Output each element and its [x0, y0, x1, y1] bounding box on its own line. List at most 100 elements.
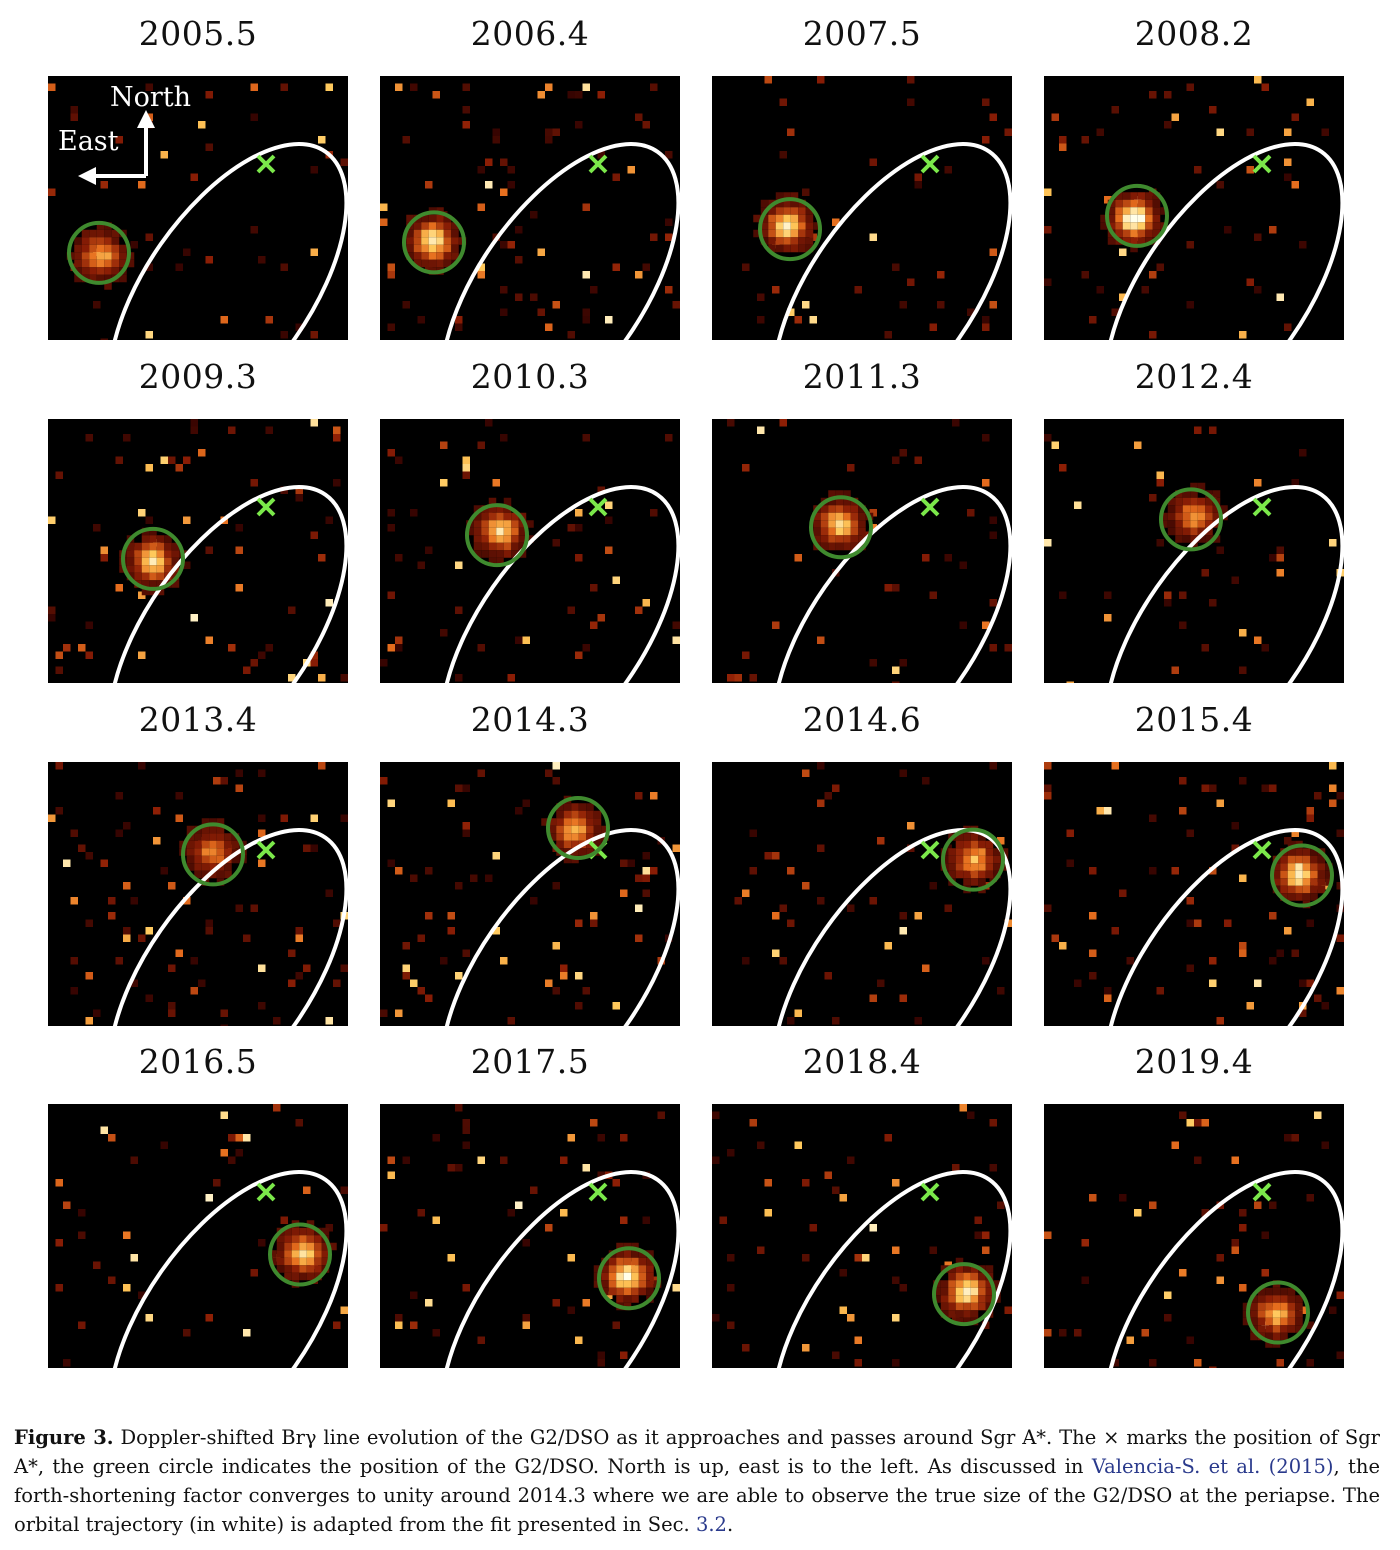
panel-image [48, 419, 348, 683]
source-blob [541, 795, 609, 864]
caption-text-3: . [726, 1513, 734, 1536]
epoch-panel [48, 762, 348, 1026]
panel-image [48, 1104, 348, 1368]
epoch-panel [712, 76, 1012, 340]
panel-image [712, 76, 1012, 340]
sgr-a-star-marker [920, 497, 940, 517]
epoch-panel [712, 419, 1012, 683]
sgr-a-star-marker [256, 497, 276, 517]
citation-link[interactable]: Valencia-S. et al. (2015) [1091, 1455, 1334, 1478]
panel-title: 2008.2 [1134, 14, 1254, 53]
caption-text-1: Doppler-shifted Brγ line evolution of th… [14, 1426, 1381, 1478]
g2-dso-circle [941, 827, 1005, 892]
orbit-trajectory [439, 142, 680, 340]
panel-title: 2014.3 [470, 700, 590, 739]
sgr-a-star-marker [920, 1182, 940, 1202]
section-link[interactable]: 3.2 [695, 1513, 727, 1536]
noise-pixels [380, 1104, 680, 1367]
orbit-trajectory [107, 142, 348, 340]
panel-image [380, 76, 680, 340]
compass: North East [58, 82, 191, 185]
panel-title: 2006.4 [470, 14, 590, 53]
panel-title: 2005.5 [138, 14, 258, 53]
panel-image [380, 1104, 680, 1368]
orbit-trajectory [439, 485, 680, 683]
panel-title: 2017.5 [470, 1042, 590, 1081]
orbit-trajectory [107, 828, 348, 1026]
orbit-trajectory [107, 1170, 348, 1368]
noise-pixels [380, 83, 680, 339]
epoch-panel [712, 1104, 1012, 1368]
panel-image [1044, 76, 1344, 340]
g2-dso-circle [758, 197, 822, 262]
epoch-panel [48, 419, 348, 683]
orbit-trajectory [771, 485, 1012, 683]
sgr-a-star-marker [588, 497, 608, 517]
orbit-trajectory [1103, 142, 1344, 340]
source-blob [1242, 1280, 1303, 1348]
orbit-trajectory [1103, 485, 1344, 683]
panel-title: 2013.4 [138, 700, 258, 739]
orbit-trajectory [771, 828, 1012, 1026]
epoch-panel [1044, 76, 1344, 340]
epoch-panel [380, 762, 680, 1026]
panel-title: 2015.4 [1134, 700, 1254, 739]
compass-east-label: East [58, 126, 119, 157]
g2-dso-circle [809, 495, 873, 560]
panel-image [712, 762, 1012, 1026]
sgr-a-star-marker [588, 154, 608, 174]
panel-title: 2019.4 [1134, 1042, 1254, 1081]
figure-grid: 2005.5 North East 2006.4 2007.5 2008.2 2009.3 2… [48, 14, 1344, 1368]
g2-dso-circle [1270, 843, 1334, 908]
panel-image [1044, 762, 1344, 1026]
orbit-trajectory [439, 828, 680, 1026]
g2-dso-circle [402, 210, 466, 275]
epoch-panel [1044, 1104, 1344, 1368]
epoch-panel [1044, 762, 1344, 1026]
noise-pixels [1044, 426, 1344, 683]
compass-north-label: North [110, 82, 191, 113]
epoch-panel [48, 1104, 348, 1368]
panel-title: 2018.4 [802, 1042, 922, 1081]
panel-image [48, 762, 348, 1026]
panel-title: 2014.6 [802, 700, 922, 739]
g2-dso-circle [181, 822, 245, 887]
sgr-a-star-marker [256, 154, 276, 174]
epoch-panel [380, 1104, 680, 1368]
orbit-trajectory [1103, 1170, 1344, 1368]
sgr-a-star-marker [920, 840, 940, 860]
sgr-a-star-marker [588, 1182, 608, 1202]
epoch-panel [380, 419, 680, 683]
panel-title: 2010.3 [470, 357, 590, 396]
sgr-a-star-marker [920, 154, 940, 174]
panel-title: 2012.4 [1134, 357, 1254, 396]
noise-pixels [742, 76, 1012, 339]
noise-pixels [1044, 76, 1329, 339]
g2-dso-circle [597, 1246, 661, 1311]
orbit-trajectory [771, 1170, 1012, 1368]
sgr-a-star-marker [1252, 840, 1272, 860]
g2-dso-circle [121, 526, 185, 591]
noise-pixels [727, 419, 1012, 683]
noise-pixels [380, 419, 680, 682]
g2-dso-circle [465, 503, 529, 568]
panel-image [380, 762, 680, 1026]
noise-pixels [734, 762, 1012, 1025]
g2-dso-circle [546, 796, 610, 860]
epoch-panel [380, 76, 680, 340]
orbit-trajectory [1103, 828, 1344, 1026]
epoch-panel [1044, 419, 1344, 683]
orbit-trajectory [439, 1170, 680, 1368]
g2-dso-circle [1159, 487, 1223, 552]
panel-image [712, 1104, 1012, 1368]
g2-dso-circle [1105, 183, 1169, 248]
g2-dso-circle [932, 1262, 996, 1327]
panel-title: 2007.5 [802, 14, 922, 53]
sgr-a-star-marker [256, 1182, 276, 1202]
panel-image: North East [48, 76, 348, 340]
g2-dso-circle [268, 1222, 332, 1287]
sgr-a-star-marker [1252, 497, 1272, 517]
panel-title: 2016.5 [138, 1042, 258, 1081]
noise-pixels [48, 762, 348, 1026]
figure-caption: Figure 3. Doppler-shifted Brγ line evolu… [14, 1423, 1380, 1539]
